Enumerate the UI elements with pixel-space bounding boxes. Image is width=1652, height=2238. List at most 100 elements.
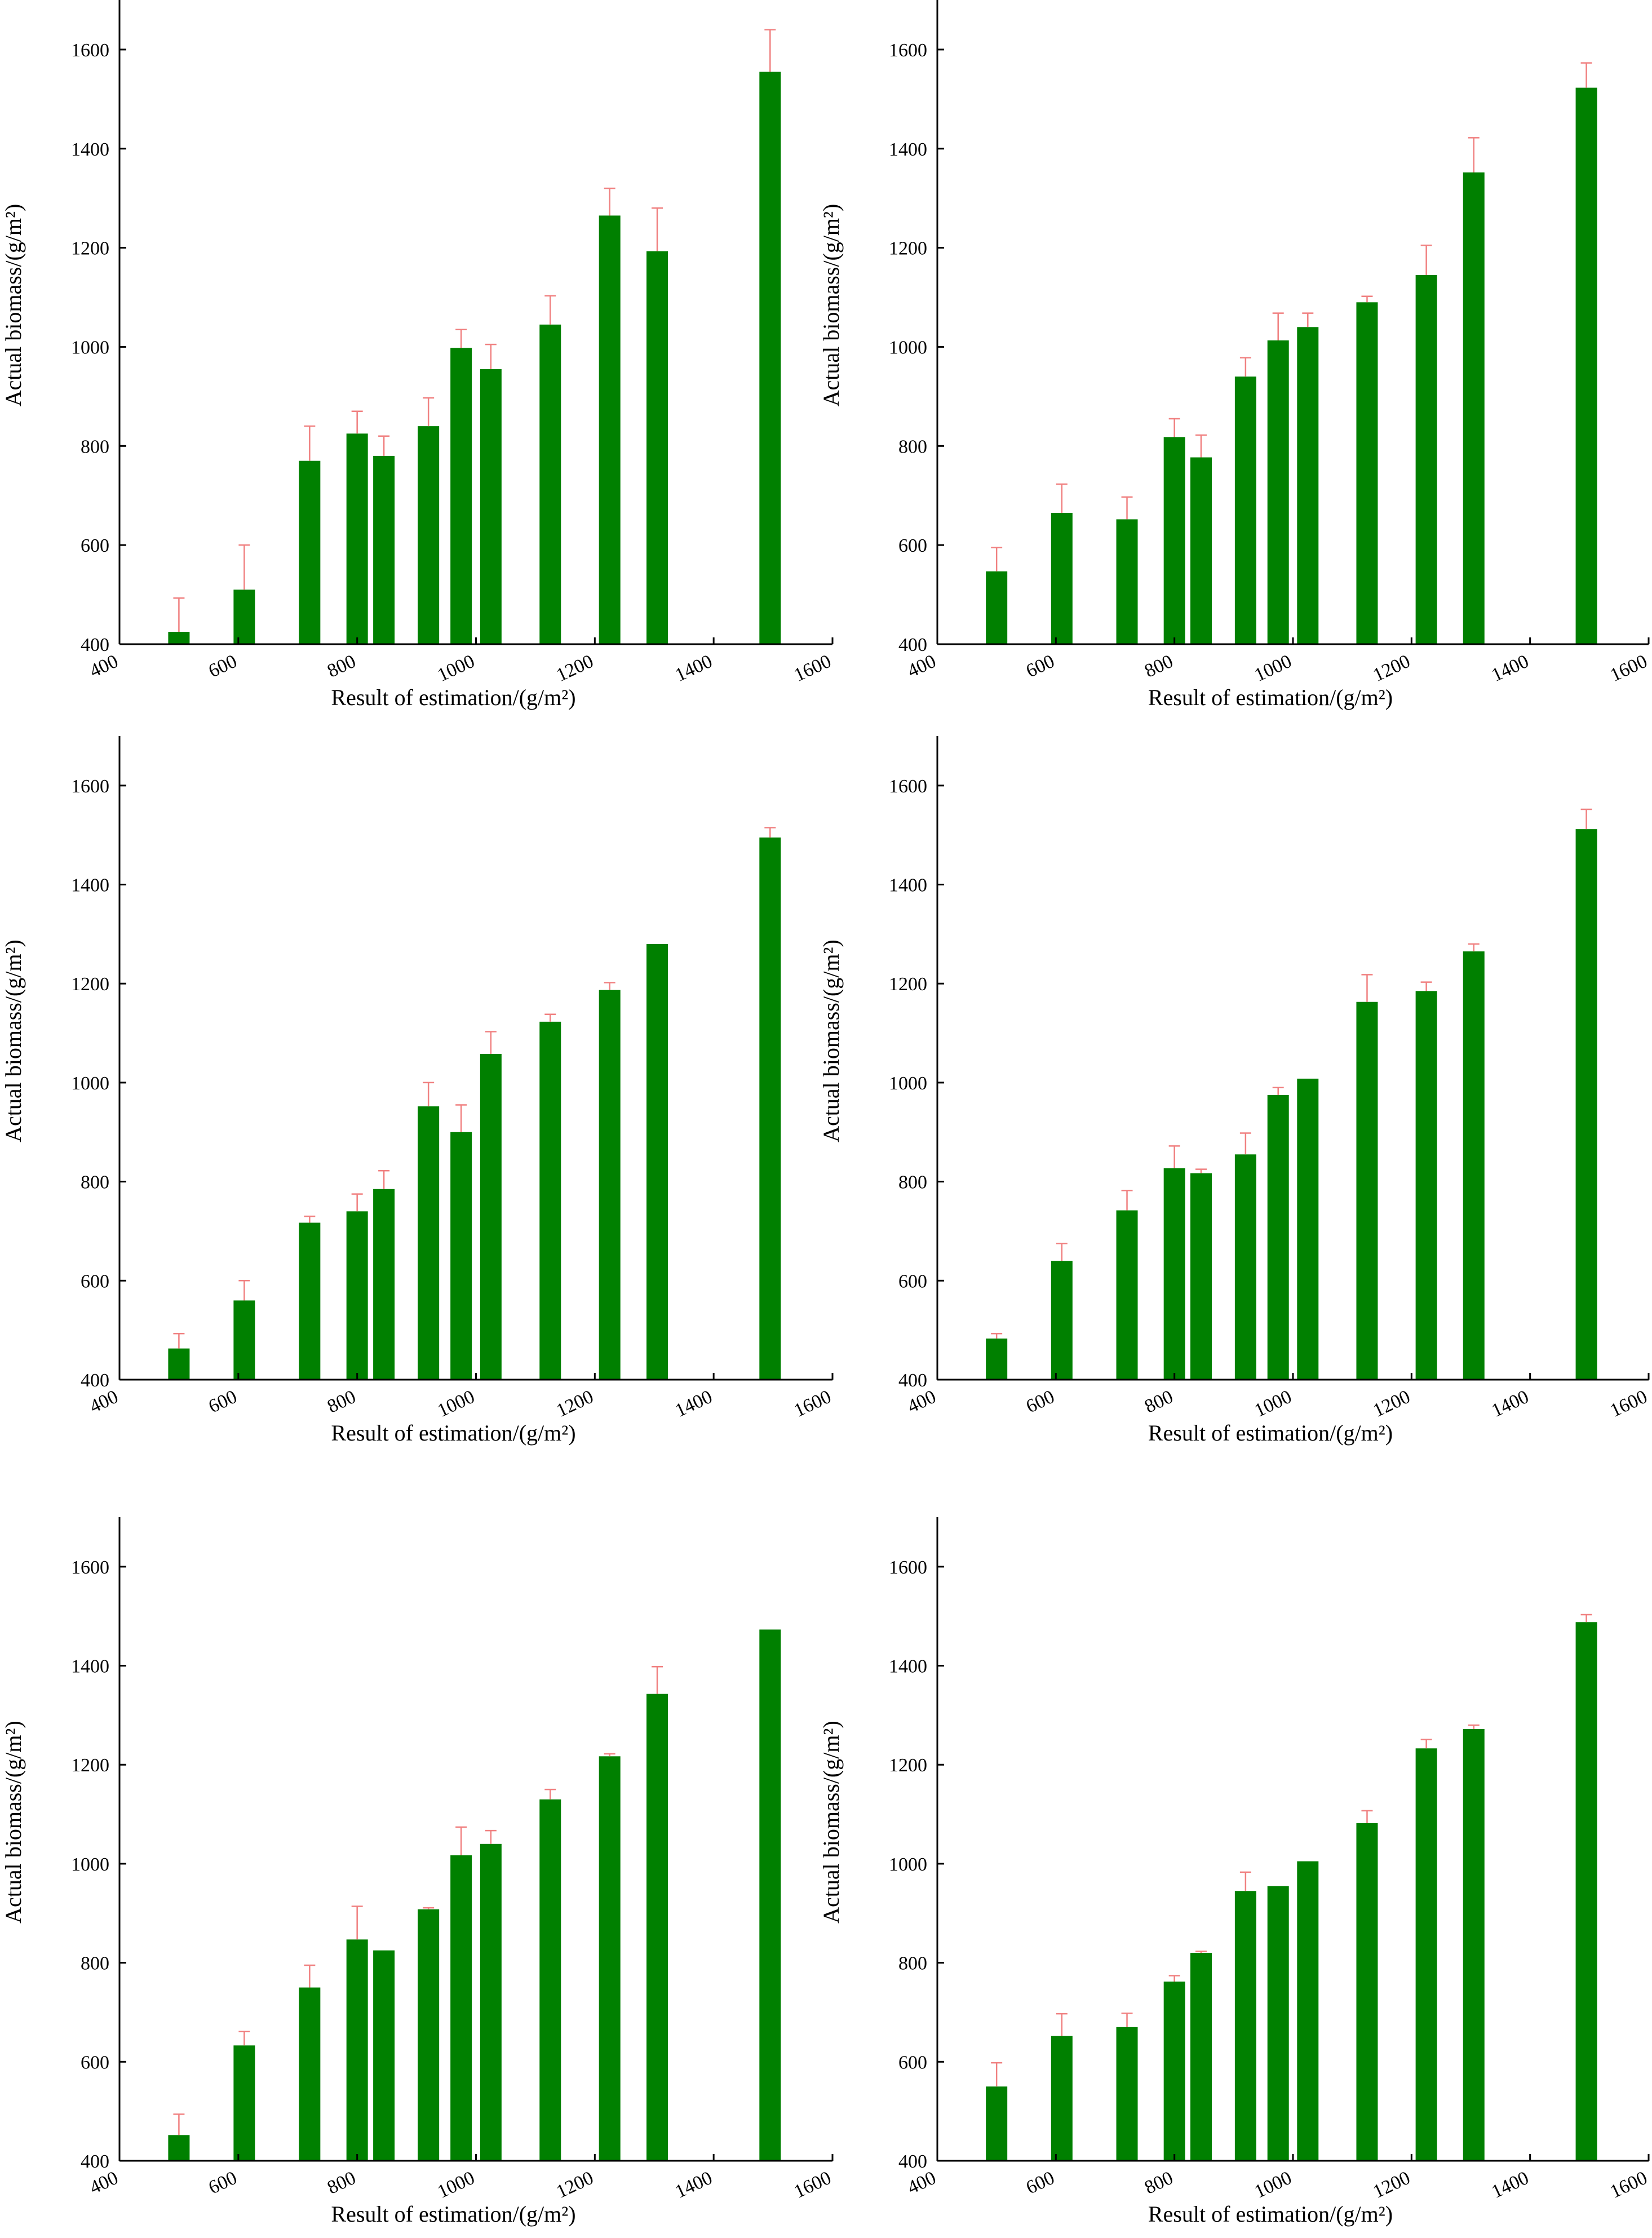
bar — [759, 72, 781, 644]
x-tick-label: 600 — [205, 651, 240, 682]
y-tick-label: 1000 — [71, 337, 109, 358]
bar — [599, 1756, 621, 2161]
bar — [1463, 951, 1485, 1380]
x-tick-label: 1200 — [1370, 1386, 1413, 1421]
x-tick-label: 1400 — [1489, 651, 1532, 686]
bar — [1415, 991, 1437, 1380]
bar — [346, 1939, 368, 2161]
x-tick-label: 1000 — [1251, 651, 1295, 686]
error-bar — [1056, 1243, 1068, 1261]
bar — [1463, 172, 1485, 645]
x-tick-label: 1600 — [791, 1386, 834, 1421]
y-tick-label: 1000 — [71, 1854, 109, 1875]
bar — [1190, 1953, 1212, 2161]
bar — [539, 1799, 561, 2161]
error-bar — [604, 1753, 615, 1757]
error-bar — [351, 410, 363, 434]
error-bar — [173, 1333, 185, 1349]
y-tick-label: 1200 — [71, 1755, 109, 1776]
bar — [1415, 274, 1437, 644]
error-bar — [1468, 943, 1480, 952]
error-bar — [1239, 1871, 1251, 1891]
bar — [986, 1339, 1008, 1380]
y-tick-label: 1000 — [889, 337, 927, 358]
error-bar — [1195, 1951, 1207, 1953]
error-bar — [1272, 312, 1284, 341]
y-tick-label: 600 — [898, 1271, 927, 1292]
x-tick-label: 600 — [205, 1386, 240, 1417]
error-bar — [764, 29, 776, 72]
error-bar — [991, 2062, 1003, 2087]
bar — [480, 1843, 502, 2161]
bar — [346, 1211, 368, 1380]
error-bar — [1168, 418, 1180, 437]
y-tick-label: 1600 — [889, 1557, 927, 1578]
y-tick-label: 800 — [898, 1953, 927, 1974]
error-bar — [1272, 1087, 1284, 1095]
bar — [1190, 1173, 1212, 1380]
bar — [1297, 327, 1319, 644]
error-bar — [1580, 1614, 1592, 1623]
error-bar — [1239, 357, 1251, 377]
error-bar — [1420, 1739, 1432, 1749]
error-bar — [991, 1333, 1003, 1339]
error-bar — [1420, 981, 1432, 991]
y-tick-label: 1400 — [71, 875, 109, 896]
error-bar — [238, 544, 250, 590]
bar — [1267, 1886, 1289, 2161]
error-bar — [604, 187, 615, 216]
bar — [1575, 87, 1597, 644]
error-bar — [544, 1788, 556, 1800]
y-axis-title: Actual biomass/(g/m²) — [818, 1721, 844, 1924]
x-axis-title: Result of estimation/(g/m²) — [331, 1420, 575, 1446]
x-tick-label: 1000 — [435, 1386, 478, 1421]
bar — [1163, 1981, 1185, 2161]
error-bar — [1239, 1132, 1251, 1155]
y-tick-label: 1200 — [889, 238, 927, 259]
bar — [599, 215, 621, 644]
x-tick-label: 1600 — [791, 651, 834, 686]
error-bar — [604, 982, 615, 990]
y-tick-label: 1400 — [71, 1656, 109, 1677]
error-bar — [485, 1031, 497, 1054]
bar — [1356, 302, 1378, 644]
bar — [480, 1053, 502, 1380]
x-axis-title: Result of estimation/(g/m²) — [331, 2201, 575, 2227]
x-tick-label: 1600 — [791, 2168, 834, 2202]
x-tick-label: 1200 — [1370, 2168, 1413, 2202]
y-tick-label: 1400 — [889, 139, 927, 160]
error-bar — [351, 1905, 363, 1940]
y-tick-label: 1200 — [71, 974, 109, 995]
x-tick-label: 800 — [324, 1386, 359, 1417]
x-tick-label: 1400 — [672, 2168, 715, 2202]
y-tick-label: 600 — [81, 2052, 109, 2073]
bar — [1163, 1168, 1185, 1380]
error-bar — [1361, 295, 1373, 303]
x-tick-label: 1000 — [1251, 2168, 1295, 2202]
error-bar — [351, 1193, 363, 1212]
error-bar — [1168, 1145, 1180, 1168]
bar — [299, 1222, 321, 1380]
bar — [1163, 437, 1185, 644]
y-tick-label: 600 — [81, 535, 109, 556]
y-axis-title: Actual biomass/(g/m²) — [818, 939, 844, 1142]
error-bar — [1302, 312, 1314, 327]
bar — [373, 1950, 395, 2161]
error-bar — [304, 1964, 316, 1988]
error-bar — [1468, 137, 1480, 172]
y-tick-label: 800 — [81, 436, 109, 457]
x-tick-label: 800 — [324, 651, 359, 682]
bar — [168, 2135, 190, 2161]
y-tick-label: 1600 — [71, 40, 109, 61]
y-tick-label: 1400 — [889, 1656, 927, 1677]
x-tick-label: 1200 — [1370, 651, 1413, 686]
bar — [1234, 376, 1256, 644]
error-bar — [652, 207, 663, 251]
error-bar — [1195, 1168, 1207, 1173]
error-bar — [1420, 244, 1432, 275]
x-tick-label: 1600 — [1607, 651, 1650, 686]
y-tick-label: 1000 — [889, 1073, 927, 1094]
bar — [1463, 1729, 1485, 2161]
x-tick-label: 1200 — [553, 2168, 596, 2202]
